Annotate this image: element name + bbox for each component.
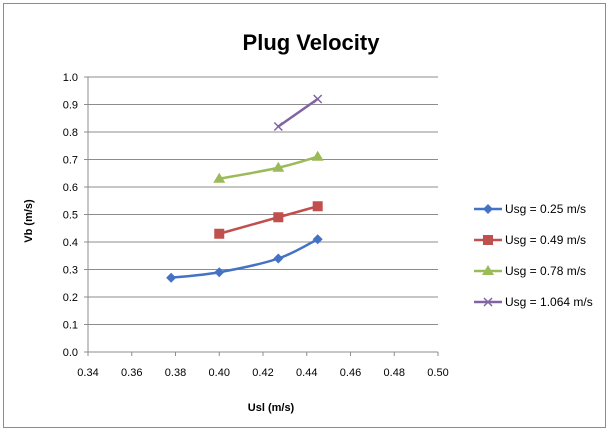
- data-point: [214, 228, 225, 239]
- x-tick-label: 0.48: [384, 367, 405, 379]
- y-tick-label: 0.5: [63, 210, 78, 222]
- data-point: [273, 253, 284, 264]
- legend-marker: [483, 235, 493, 245]
- legend-label: Usg = 0.78 m/s: [505, 264, 586, 278]
- legend: Usg = 0.25 m/s Usg = 0.49 m/s Usg = 0.78 m…: [474, 202, 593, 309]
- data-point: [273, 212, 284, 223]
- series-line: [277, 97, 319, 128]
- series-2: [214, 201, 323, 239]
- x-axis-title: Usl (m/s): [248, 402, 295, 414]
- legend-marker: [483, 297, 493, 307]
- x-tick-label: 0.36: [121, 367, 142, 379]
- y-tick-label: 0.8: [63, 127, 78, 139]
- series-line: [218, 205, 319, 235]
- x-tick-label: 0.50: [427, 367, 448, 379]
- x-tick-label: 0.42: [252, 367, 273, 379]
- y-tick-label: 0.0: [63, 347, 78, 359]
- data-point: [166, 272, 177, 283]
- legend-label: Usg = 0.25 m/s: [505, 202, 586, 216]
- y-tick-label: 0.7: [63, 155, 78, 167]
- chart-frame: Plug Velocity 0.0 0.1 0.2 0.3 0.4 0.5 0.6 0.7 0.…: [3, 3, 606, 428]
- legend-label: Usg = 1.064 m/s: [505, 295, 593, 309]
- gridlines: [88, 76, 438, 325]
- tick-labels: 0.0 0.1 0.2 0.3 0.4 0.5 0.6 0.7 0.8 0.9 1.0 0.34 0.3…: [63, 72, 449, 379]
- legend-entry: Usg = 1.064 m/s: [474, 295, 593, 309]
- series-line: [170, 238, 319, 279]
- data-point: [312, 234, 323, 245]
- x-tick-label: 0.34: [77, 367, 98, 379]
- legend-marker: [482, 265, 494, 275]
- y-tick-label: 0.9: [63, 100, 78, 112]
- y-tick-label: 0.2: [63, 292, 78, 304]
- y-axis-title: Vb (m/s): [23, 199, 35, 243]
- axes: [84, 76, 439, 356]
- x-tick-label: 0.38: [165, 367, 186, 379]
- y-tick-label: 0.4: [63, 237, 78, 249]
- data-point: [272, 161, 285, 172]
- data-point: [311, 150, 324, 161]
- y-tick-label: 1.0: [63, 72, 78, 84]
- plug-velocity-chart: Plug Velocity 0.00.10.20.30.40.50.60.70.…: [23, 30, 593, 414]
- series-1: [166, 234, 323, 283]
- series-3: [213, 150, 324, 183]
- data-point: [213, 172, 226, 183]
- y-tick-label: 0.6: [63, 182, 78, 194]
- x-tick-label: 0.44: [296, 367, 317, 379]
- legend-label: Usg = 0.49 m/s: [505, 233, 586, 247]
- legend-marker: [483, 204, 493, 214]
- legend-entry: Usg = 0.78 m/s: [474, 264, 586, 278]
- x-tick-label: 0.40: [209, 367, 230, 379]
- data-point: [214, 267, 225, 278]
- series-lines: [166, 94, 324, 283]
- series-line: [219, 155, 319, 180]
- data-point: [312, 201, 323, 212]
- y-tick-label: 0.3: [63, 265, 78, 277]
- legend-entry: Usg = 0.25 m/s: [474, 202, 586, 216]
- chart-title: Plug Velocity: [243, 30, 381, 55]
- y-tick-label: 0.1: [63, 320, 78, 332]
- x-tick-label: 0.46: [340, 367, 361, 379]
- data-point: [313, 94, 323, 104]
- legend-entry: Usg = 0.49 m/s: [474, 233, 586, 247]
- data-point: [273, 121, 283, 132]
- series-4: [273, 94, 323, 132]
